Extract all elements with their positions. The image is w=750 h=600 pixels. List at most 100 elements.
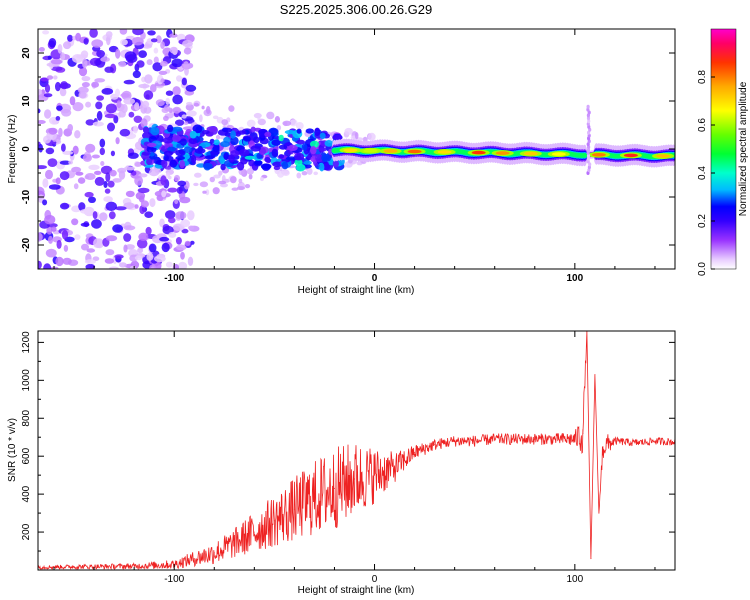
band-blob <box>192 124 203 134</box>
noise-blob <box>183 47 192 55</box>
faint-blob <box>218 170 223 176</box>
band-blob <box>203 162 213 170</box>
band-blob <box>296 128 302 134</box>
noise-blob <box>85 173 96 180</box>
noise-blob <box>89 29 98 38</box>
noise-blob <box>123 244 128 253</box>
band-blob <box>167 124 174 133</box>
snr-point <box>474 440 476 442</box>
noise-blob <box>177 261 188 269</box>
noise-blob <box>160 41 166 49</box>
noise-blob <box>138 50 148 58</box>
faint-blob <box>209 176 215 183</box>
snr-ytick-label: 1200 <box>21 331 32 354</box>
faint-blob <box>164 104 170 112</box>
band-blob <box>175 155 185 161</box>
noise-blob <box>153 47 159 54</box>
noise-blob <box>56 239 62 249</box>
noise-blob <box>51 226 57 232</box>
noise-blob <box>129 254 138 262</box>
noise-blob <box>160 78 165 83</box>
faint-blob <box>289 119 298 127</box>
snr-ytick-label: 1000 <box>21 369 32 392</box>
chart-title: S225.2025.306.00.26.G29 <box>280 2 433 17</box>
noise-blob <box>185 103 194 111</box>
faint-blob <box>221 119 228 126</box>
noise-blob <box>171 58 183 68</box>
spike-blob <box>588 162 592 167</box>
noise-blob <box>159 236 170 242</box>
noise-blob <box>169 33 178 38</box>
faint-blob <box>230 176 237 184</box>
noise-blob <box>59 160 72 165</box>
faint-blob <box>276 125 282 131</box>
noise-blob <box>99 138 106 148</box>
noise-blob <box>134 175 144 186</box>
faint-blob <box>174 199 179 205</box>
noise-blob <box>109 169 117 177</box>
noise-blob <box>47 55 52 60</box>
snr-point <box>454 440 456 442</box>
noise-blob <box>141 100 150 108</box>
noise-blob <box>48 127 58 135</box>
faint-blob <box>296 172 302 179</box>
snr-ylabel: SNR (10 * v/v) <box>7 418 18 482</box>
noise-blob <box>100 165 113 175</box>
noise-blob <box>104 188 111 194</box>
snr-point <box>193 558 195 560</box>
band-blob <box>324 140 334 147</box>
band-blob <box>243 136 251 142</box>
noise-blob <box>136 238 148 249</box>
band-blob <box>228 154 235 163</box>
noise-blob <box>134 102 140 111</box>
band-blob <box>296 139 305 145</box>
band-blob <box>189 130 197 139</box>
noise-blob <box>105 172 111 183</box>
noise-blob <box>133 125 138 134</box>
spike-blob <box>586 156 591 161</box>
band-blob <box>212 145 220 153</box>
snr-axes: -100 0 100 200 400 600 800 1000 1200 <box>21 331 675 585</box>
snr-point <box>514 438 516 440</box>
faint-blob <box>199 181 209 188</box>
band-blob <box>305 128 314 134</box>
colorbar-tick-label: 0.6 <box>697 118 708 132</box>
band-blob <box>163 150 173 157</box>
noise-blob <box>42 199 48 206</box>
noise-blob <box>74 234 81 240</box>
noise-blob <box>175 119 185 126</box>
noise-blob <box>69 96 76 106</box>
noise-blob <box>46 75 54 80</box>
faint-blob <box>367 132 376 141</box>
spectrogram-ytick-label: -20 <box>21 237 32 252</box>
faint-blob <box>248 174 253 180</box>
noise-blob <box>88 196 96 203</box>
noise-blob <box>40 77 50 82</box>
faint-blob <box>274 116 280 123</box>
band-peak <box>343 148 358 153</box>
faint-blob <box>193 102 200 107</box>
noise-blob <box>182 39 193 48</box>
noise-blob <box>115 48 121 59</box>
noise-blob <box>110 150 115 157</box>
noise-blob <box>120 93 130 98</box>
noise-blob <box>45 147 55 155</box>
noise-blob <box>115 88 120 98</box>
faint-blob <box>228 105 235 112</box>
noise-blob <box>96 95 104 101</box>
colorbar-tick-label: 0.2 <box>697 214 708 228</box>
noise-blob <box>153 56 159 64</box>
noise-blob <box>86 248 96 253</box>
noise-blob <box>106 35 111 46</box>
noise-blob <box>38 120 46 124</box>
band-blob <box>278 144 288 150</box>
noise-blob <box>154 255 166 263</box>
noise-blob <box>61 109 72 117</box>
noise-blob <box>140 118 148 129</box>
spike-blob <box>586 104 590 109</box>
band-peak <box>551 152 566 156</box>
faint-blob <box>212 187 220 195</box>
noise-blob <box>150 84 157 93</box>
